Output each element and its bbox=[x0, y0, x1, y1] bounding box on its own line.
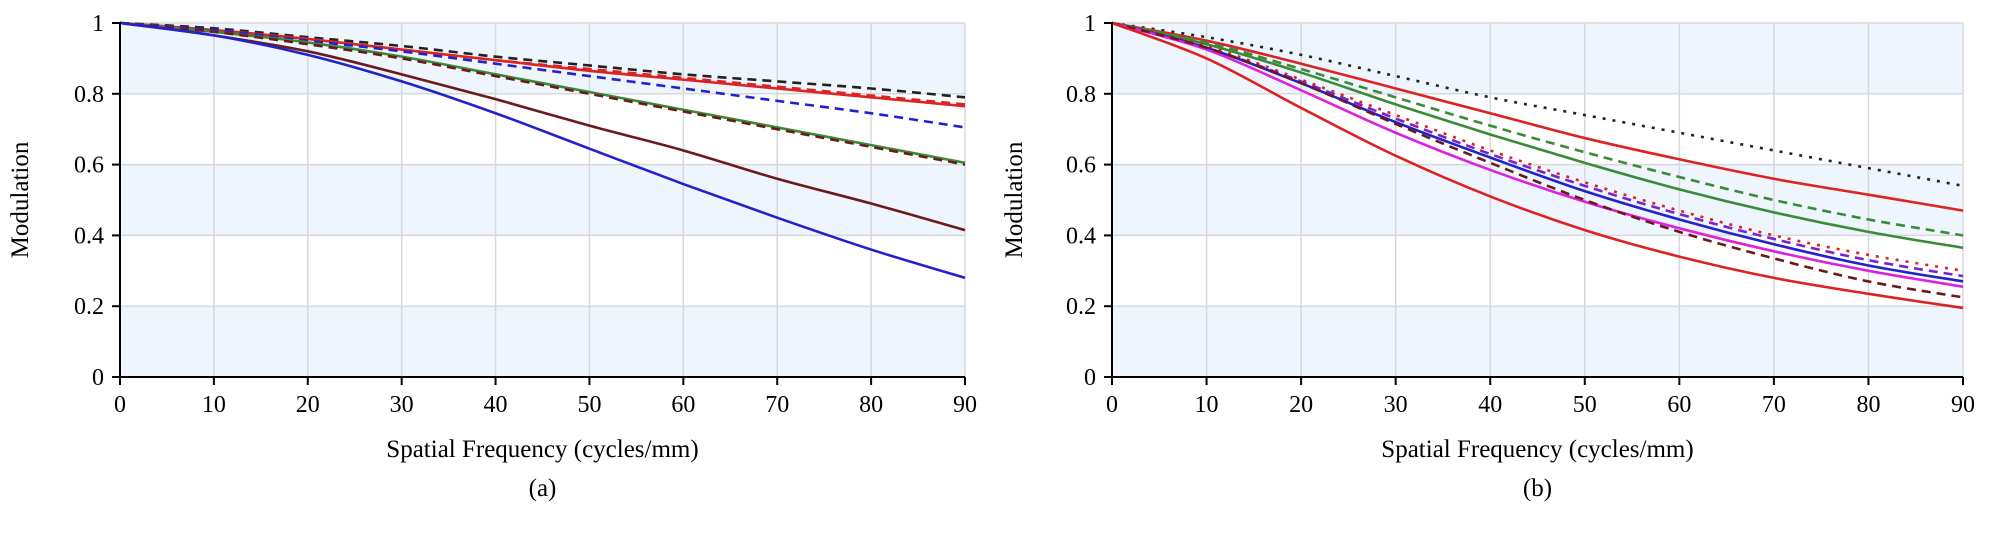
series-line-b-7: blue solid bbox=[1111, 21, 1964, 283]
y-tick-label: 0.6 bbox=[1066, 153, 1096, 179]
plot-band bbox=[1112, 306, 1963, 377]
x-tick-label: 20 bbox=[1289, 392, 1313, 418]
x-tick-label: 60 bbox=[671, 392, 695, 418]
x-tick-label: 30 bbox=[1384, 392, 1408, 418]
y-tick-label: 1 bbox=[1084, 11, 1096, 37]
panel-a: black dashedred solidred dashedblue dash… bbox=[7, 11, 977, 502]
y-tick-label: 0 bbox=[92, 365, 104, 391]
y-tick-label: 0.8 bbox=[74, 82, 104, 108]
series-line-b-1: black dotted bbox=[1111, 21, 1964, 188]
x-tick-label: 60 bbox=[1667, 392, 1691, 418]
series-line-b-6: purple dashed bbox=[1111, 21, 1964, 278]
series-line-a-8: blue solid bbox=[119, 21, 966, 280]
y-tick-label: 0.2 bbox=[74, 294, 104, 320]
x-tick-label: 10 bbox=[202, 392, 226, 418]
plot-band bbox=[120, 164, 965, 236]
y-tick-label: 0 bbox=[1084, 365, 1096, 391]
x-tick-label: 20 bbox=[296, 392, 320, 418]
x-tick-label: 80 bbox=[1856, 392, 1880, 418]
x-tick-label: 80 bbox=[859, 392, 883, 418]
y-tick-label: 0.4 bbox=[74, 223, 104, 249]
series-line-b-10: red solid lower bbox=[1111, 21, 1964, 310]
series-line-b-3: green dashed bbox=[1111, 21, 1964, 237]
plot-band bbox=[1112, 235, 1963, 307]
series-line-b-2: red solid upper bbox=[1111, 21, 1964, 212]
series-line-a-6: dark red dashed bbox=[119, 21, 966, 166]
series-line-a-1: black dashed bbox=[119, 21, 966, 99]
x-tick-label: 50 bbox=[577, 392, 601, 418]
x-tick-label: 50 bbox=[1573, 392, 1597, 418]
x-axis-label: Spatial Frequency (cycles/mm) bbox=[386, 436, 698, 463]
x-tick-label: 10 bbox=[1195, 392, 1219, 418]
plot-band bbox=[120, 306, 965, 377]
y-tick-label: 1 bbox=[92, 11, 104, 37]
plot-band bbox=[120, 93, 965, 165]
x-tick-label: 70 bbox=[1762, 392, 1786, 418]
x-tick-label: 40 bbox=[484, 392, 508, 418]
y-tick-label: 0.6 bbox=[74, 153, 104, 179]
y-axis-label: Modulation bbox=[1001, 141, 1028, 258]
panel-b: black dottedred solid uppergreen dashedg… bbox=[1001, 11, 1975, 502]
series-line-a-7: dark red solid bbox=[119, 21, 966, 232]
x-tick-label: 0 bbox=[1106, 392, 1118, 418]
series-line-b-9: dark red dashed bbox=[1111, 21, 1964, 299]
panel-label: (a) bbox=[529, 475, 557, 502]
x-tick-label: 40 bbox=[1478, 392, 1502, 418]
plot-band bbox=[1112, 93, 1963, 165]
x-axis-label: Spatial Frequency (cycles/mm) bbox=[1381, 436, 1693, 463]
y-tick-label: 0.8 bbox=[1066, 82, 1096, 108]
x-tick-label: 30 bbox=[390, 392, 414, 418]
y-axis-label: Modulation bbox=[7, 141, 34, 258]
series-line-b-8: magenta solid bbox=[1111, 21, 1964, 289]
y-tick-label: 0.2 bbox=[1066, 294, 1096, 320]
plot-band bbox=[120, 235, 965, 307]
series-line-b-4: green solid bbox=[1111, 21, 1964, 250]
series-line-a-4: blue dashed bbox=[119, 21, 966, 129]
x-tick-label: 70 bbox=[765, 392, 789, 418]
y-tick-label: 0.4 bbox=[1066, 223, 1096, 249]
x-tick-label: 90 bbox=[1951, 392, 1975, 418]
panel-label: (b) bbox=[1523, 475, 1552, 502]
x-tick-label: 0 bbox=[114, 392, 126, 418]
x-tick-label: 90 bbox=[953, 392, 977, 418]
